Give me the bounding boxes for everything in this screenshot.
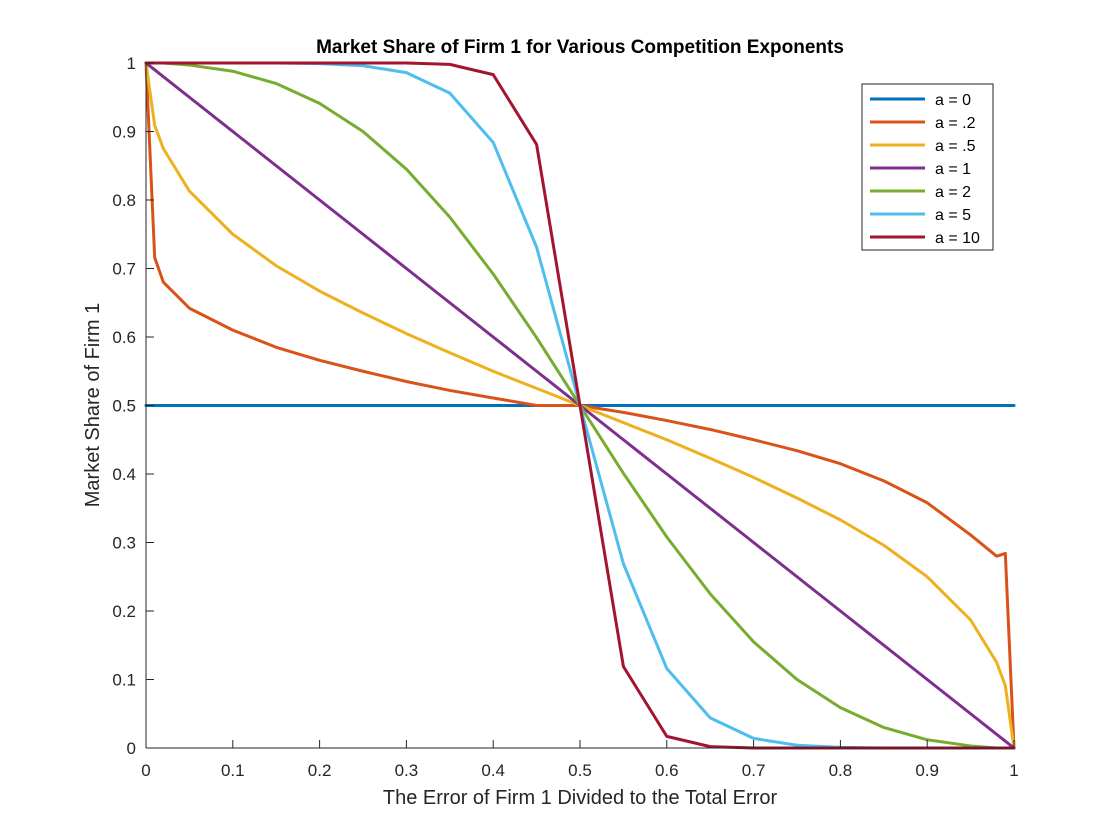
y-tick-label: 0 bbox=[127, 739, 136, 758]
x-ticks: 0 0.1 0.2 0.3 0.4 0.5 0.6 0.7 0.8 0.9 1 bbox=[141, 740, 1019, 780]
y-tick-label: 0.7 bbox=[112, 260, 136, 279]
y-ticks: 0 0.1 0.2 0.3 0.4 0.5 0.6 0.7 0.8 0.9 1 bbox=[112, 54, 154, 758]
y-tick-label: 0.4 bbox=[112, 465, 136, 484]
legend-label-4: a = 2 bbox=[935, 184, 971, 201]
legend-label-2: a = .5 bbox=[935, 138, 976, 155]
x-tick-label: 0.2 bbox=[308, 761, 332, 780]
chart-title: Market Share of Firm 1 for Various Compe… bbox=[316, 37, 844, 58]
x-tick-label: 0.4 bbox=[481, 761, 505, 780]
legend-label-6: a = 10 bbox=[935, 230, 980, 247]
legend-label-1: a = .2 bbox=[935, 115, 976, 132]
y-tick-label: 0.1 bbox=[112, 671, 136, 690]
y-tick-label: 0.2 bbox=[112, 602, 136, 621]
x-tick-label: 0.5 bbox=[568, 761, 592, 780]
y-tick-label: 0.6 bbox=[112, 328, 136, 347]
x-tick-label: 0.7 bbox=[742, 761, 766, 780]
x-tick-label: 0.1 bbox=[221, 761, 245, 780]
x-tick-label: 0 bbox=[141, 761, 150, 780]
legend-label-3: a = 1 bbox=[935, 161, 971, 178]
y-tick-label: 1 bbox=[127, 54, 136, 73]
x-axis-label: The Error of Firm 1 Divided to the Total… bbox=[383, 787, 778, 809]
x-tick-label: 0.8 bbox=[829, 761, 853, 780]
x-tick-label: 0.9 bbox=[915, 761, 939, 780]
y-tick-label: 0.5 bbox=[112, 397, 136, 416]
x-tick-label: 1 bbox=[1009, 761, 1018, 780]
legend-label-5: a = 5 bbox=[935, 207, 971, 224]
x-tick-label: 0.6 bbox=[655, 761, 679, 780]
y-tick-label: 0.9 bbox=[112, 123, 136, 142]
legend-label-0: a = 0 bbox=[935, 92, 971, 109]
y-tick-label: 0.8 bbox=[112, 191, 136, 210]
y-tick-label: 0.3 bbox=[112, 534, 136, 553]
legend-items: a = 0 a = .2 a = .5 a = 1 a = 2 a = 5 a = 10 bbox=[870, 92, 980, 247]
y-axis-label: Market Share of Firm 1 bbox=[82, 303, 104, 508]
x-tick-label: 0.3 bbox=[395, 761, 419, 780]
legend: a = 0 a = .2 a = .5 a = 1 a = 2 a = 5 a = 10 bbox=[861, 83, 994, 251]
